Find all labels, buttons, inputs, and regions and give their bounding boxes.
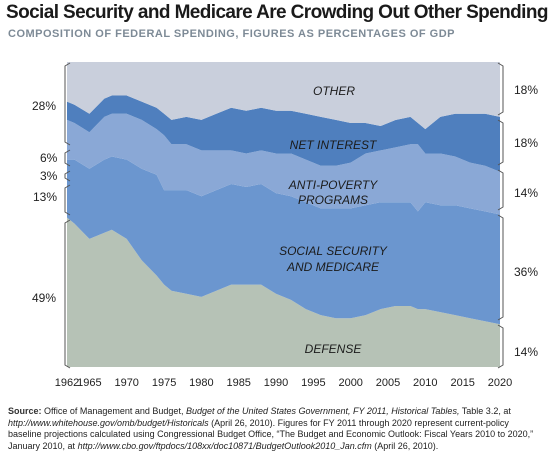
source-text-1: Office of Management and Budget, xyxy=(41,406,186,416)
x-tick-label-2010: 2010 xyxy=(413,377,437,389)
band-label-net-interest: NET INTEREST xyxy=(290,138,378,152)
source-url-2[interactable]: http://www.cbo.gov/ftpdocs/108xx/doc1087… xyxy=(77,440,372,451)
area-social-security-medicare xyxy=(67,156,500,325)
band-label-ssm-1: SOCIAL SECURITY xyxy=(279,244,388,258)
x-tick-label-2005: 2005 xyxy=(376,377,400,389)
left-value-anti-poverty: 3% xyxy=(40,169,58,183)
x-tick-label-1985: 1985 xyxy=(226,377,250,389)
left-bracket-defense xyxy=(64,219,71,369)
chart-subtitle: COMPOSITION OF FEDERAL SPENDING, FIGURES… xyxy=(8,28,456,40)
x-tick-label-1965: 1965 xyxy=(77,377,101,389)
source-text-4: (April 26, 2010). xyxy=(371,440,439,451)
x-tick-label-1970: 1970 xyxy=(114,377,138,389)
x-tick-label-2020: 2020 xyxy=(488,377,512,389)
area-net-interest xyxy=(67,95,500,172)
band-label-ssm-2: AND MEDICARE xyxy=(286,260,380,274)
right-bracket-defense xyxy=(497,324,504,369)
x-tick-label-1990: 1990 xyxy=(264,377,288,389)
right-bracket-anti-poverty xyxy=(497,169,504,211)
right-bracket-net-interest xyxy=(497,119,504,166)
left-value-ssm: 13% xyxy=(33,190,57,204)
x-tick-label-2015: 2015 xyxy=(450,377,474,389)
right-bracket-ssm xyxy=(497,214,504,321)
left-bracket-net-interest xyxy=(64,149,71,167)
chart-title: Social Security and Medicare Are Crowdin… xyxy=(6,2,548,23)
left-bracket-anti-poverty xyxy=(64,170,71,182)
x-tick-label-1962: 1962 xyxy=(55,377,79,389)
source-publication: Budget of the United States Government, … xyxy=(185,406,460,416)
source-url-1[interactable]: http://www.whitehouse.gov/omb/budget/His… xyxy=(8,417,209,428)
band-label-anti-poverty-1: ANTI-POVERTY xyxy=(288,178,378,192)
x-tick-label-1995: 1995 xyxy=(301,377,325,389)
right-value-other: 18% xyxy=(514,83,538,97)
stacked-area-chart: 28% 6% 3% 13% 49% 18% 18% 14% 36% 14% OT… xyxy=(32,62,538,389)
band-label-anti-poverty-2: PROGRAMS xyxy=(298,193,368,207)
x-tick-label-1980: 1980 xyxy=(189,377,213,389)
x-tick-label-1975: 1975 xyxy=(152,377,176,389)
right-value-defense: 14% xyxy=(514,345,538,359)
band-label-other: OTHER xyxy=(313,84,355,98)
right-value-anti-poverty: 14% xyxy=(514,186,538,200)
band-label-defense: DEFENSE xyxy=(305,342,363,356)
left-value-defense: 49% xyxy=(32,291,56,305)
right-value-ssm: 36% xyxy=(514,265,538,279)
source-text-2: Table 3.2, at xyxy=(459,406,511,416)
source-label: Source: xyxy=(8,406,42,416)
area-layers xyxy=(67,62,500,367)
right-value-net-interest: 18% xyxy=(514,136,538,150)
source-text-3: (April 26, 2010). Figures for FY 2011 th… xyxy=(8,417,534,451)
left-bracket-ssm xyxy=(64,184,71,216)
right-brackets xyxy=(497,62,504,369)
source-note: Source: Office of Management and Budget,… xyxy=(8,406,544,452)
left-brackets xyxy=(64,62,71,369)
x-tick-label-2000: 2000 xyxy=(338,377,362,389)
right-bracket-other xyxy=(497,62,504,116)
area-other xyxy=(67,62,500,130)
left-value-other: 28% xyxy=(32,99,56,113)
area-anti-poverty-programs xyxy=(67,113,500,215)
left-value-net-interest: 6% xyxy=(40,151,58,165)
area-defense xyxy=(67,217,500,367)
left-bracket-other xyxy=(64,62,71,146)
